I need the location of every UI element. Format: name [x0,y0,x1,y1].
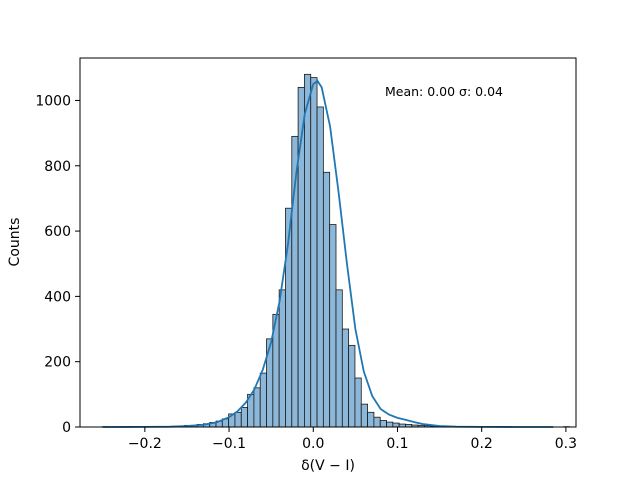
histogram-bar [360,403,368,428]
histogram-bar [386,421,394,428]
y-tick-label: 600 [44,224,71,240]
kde-curve [102,79,554,428]
x-tick-label: 0.0 [302,436,324,452]
histogram-bar [348,344,356,428]
x-tick-label: −0.2 [128,436,162,452]
histogram-bar [322,171,331,428]
histogram-bar [367,411,375,428]
x-tick-label: 0.1 [386,436,408,452]
x-tick-label: 0.2 [471,436,493,452]
y-tick-label: 0 [62,420,71,436]
plot-frame [79,57,577,428]
histogram-bar [373,416,381,428]
histogram-bar [341,328,350,428]
histogram-bar [310,77,318,428]
histogram-bar [316,106,324,428]
x-tick-label: 0.3 [555,436,577,452]
histogram-bar [335,289,343,428]
histogram-bar [253,387,261,428]
y-axis-label: Counts [7,218,23,267]
histogram-bar [278,289,286,428]
stats-annotation: Mean: 0.00 σ: 0.04 [385,84,503,99]
histogram-bar [329,224,337,428]
histogram-bar [259,372,267,428]
histogram-bar [392,422,400,428]
histogram-bar [379,420,387,428]
y-tick-label: 400 [44,289,71,305]
histogram-bar [304,73,312,428]
x-axis-label: δ(V − I) [301,458,355,474]
y-tick-label: 800 [44,159,71,175]
histogram-bars [101,73,571,428]
y-axis-ticks: 0 200 400 600 800 1000 [35,93,80,436]
histogram-bar [234,411,242,428]
y-tick-label: 200 [44,355,71,371]
x-axis-ticks: −0.2 −0.1 0.0 0.1 0.2 0.3 [128,427,577,452]
x-tick-label: −0.1 [212,436,246,452]
histogram-bar [240,407,248,428]
y-tick-label: 1000 [35,93,71,109]
histogram-bar [354,377,362,428]
